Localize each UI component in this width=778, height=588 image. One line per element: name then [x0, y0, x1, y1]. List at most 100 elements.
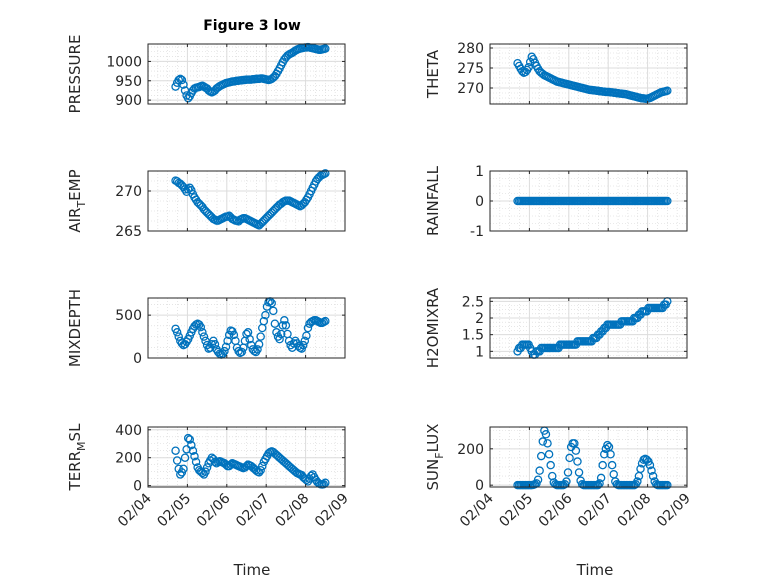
x-tick-label: 02/06: [194, 490, 234, 530]
y-tick-label: 200: [457, 442, 484, 458]
data-point: [172, 456, 182, 465]
subplot-h2omixra: 11.522.5 H2OMIXRA: [424, 287, 688, 368]
y-axis-label-main: SUN: [424, 459, 442, 491]
axes-box: [489, 297, 688, 359]
y-tick-label: 200: [115, 451, 142, 467]
subplot-sun_flux: 0 200 02/04 02/05 02/06 02/07 02/08 02/09 SUNFLU…: [424, 424, 694, 531]
subplot-air_temp: 265 270 AIRTEMP: [66, 169, 346, 240]
data-point: [270, 319, 280, 328]
x-tick-label: 02/09: [654, 491, 694, 531]
data-point: [210, 340, 220, 349]
y-tick-label: 0: [133, 351, 142, 367]
x-tick-label: 02/08: [273, 491, 313, 531]
data-point: [171, 82, 180, 91]
y-tick-label: 270: [457, 81, 484, 97]
data-point: [245, 334, 254, 344]
y-axis-label: PRESSURE: [66, 35, 84, 114]
data-point: [187, 185, 196, 195]
y-tick-label: 280: [457, 41, 484, 57]
data-point: [171, 446, 180, 455]
data-point: [321, 478, 330, 488]
axes-box: [147, 297, 346, 359]
data-point: [237, 347, 247, 357]
data-point: [201, 467, 210, 476]
data-point: [174, 75, 183, 85]
x-tick-label: 02/05: [496, 491, 536, 531]
data-point: [223, 336, 232, 346]
data-point: [606, 450, 615, 459]
data-point: [278, 321, 287, 330]
y-tick-label: 1: [475, 344, 484, 360]
data-point: [256, 466, 265, 475]
data-point: [253, 345, 262, 354]
x-tick-label: 02/09: [312, 491, 352, 531]
data-point: [187, 440, 196, 450]
data-point: [546, 460, 555, 470]
y-axis-label: MIXDEPTH: [66, 289, 84, 367]
data-point: [190, 452, 199, 461]
y-tick-label: 1.5: [462, 328, 484, 344]
data-point: [180, 453, 190, 462]
y-tick-label: 1000: [106, 54, 142, 70]
data-point: [536, 451, 546, 461]
data-point: [596, 473, 606, 483]
data-point: [259, 316, 269, 326]
data-point: [321, 169, 330, 178]
y-axis-label: RAINFALL: [424, 165, 442, 236]
y-axis-label-rest: LUX: [424, 424, 442, 453]
data-point: [571, 446, 581, 455]
data-point: [565, 453, 574, 463]
data-point: [261, 310, 270, 320]
axes-box: [489, 426, 688, 488]
data-point: [533, 475, 543, 484]
y-tick-label: 265: [115, 224, 142, 240]
y-tick-label: 2.5: [462, 294, 484, 310]
data-point: [600, 450, 609, 459]
data-point: [226, 460, 235, 469]
y-tick-label: 0: [133, 479, 142, 495]
data-point: [541, 430, 551, 439]
y-tick-label: 270: [115, 184, 142, 200]
y-tick-label: 950: [115, 74, 142, 90]
data-point: [276, 329, 286, 339]
data-point: [201, 336, 210, 346]
data-point: [538, 437, 548, 446]
data-point: [607, 460, 617, 470]
data-point: [647, 466, 656, 475]
data-point: [172, 328, 182, 337]
data-point: [603, 440, 612, 450]
data-point: [179, 80, 188, 89]
y-tick-label: 275: [457, 61, 484, 77]
data-point: [272, 328, 281, 337]
y-axis-label: THETA: [424, 49, 442, 99]
data-point: [574, 468, 584, 477]
subplot-terr_msl: 0 200 400 02/04 02/05 02/06 02/07 02/08 02/09 TER…: [66, 423, 352, 531]
y-axis-label: AIRTEMP: [66, 169, 88, 232]
data-point: [177, 75, 187, 85]
y-tick-label: 0: [475, 478, 484, 494]
x-tick-label: 02/04: [457, 490, 497, 530]
y-tick-label: 0: [475, 194, 484, 210]
x-axis-label-left: Time: [233, 561, 271, 579]
y-tick-label: -1: [470, 224, 484, 240]
data-point: [254, 340, 264, 349]
data-point: [182, 445, 191, 454]
y-tick-label: 2: [475, 311, 484, 327]
data-point: [544, 450, 554, 459]
data-point: [563, 468, 573, 477]
data-point: [633, 477, 642, 486]
y-tick-label: 400: [115, 423, 142, 439]
y-tick-label: 500: [115, 308, 142, 324]
data-point: [174, 332, 183, 341]
data-point: [284, 336, 294, 346]
data-point: [573, 457, 582, 466]
data-point: [663, 480, 672, 490]
axes-box: [147, 43, 346, 105]
data-point: [179, 464, 188, 474]
x-tick-label: 02/08: [615, 491, 655, 531]
data-point: [598, 460, 607, 470]
y-axis-label-subscript: F: [433, 452, 446, 458]
data-point: [281, 321, 291, 330]
data-point: [636, 464, 645, 474]
